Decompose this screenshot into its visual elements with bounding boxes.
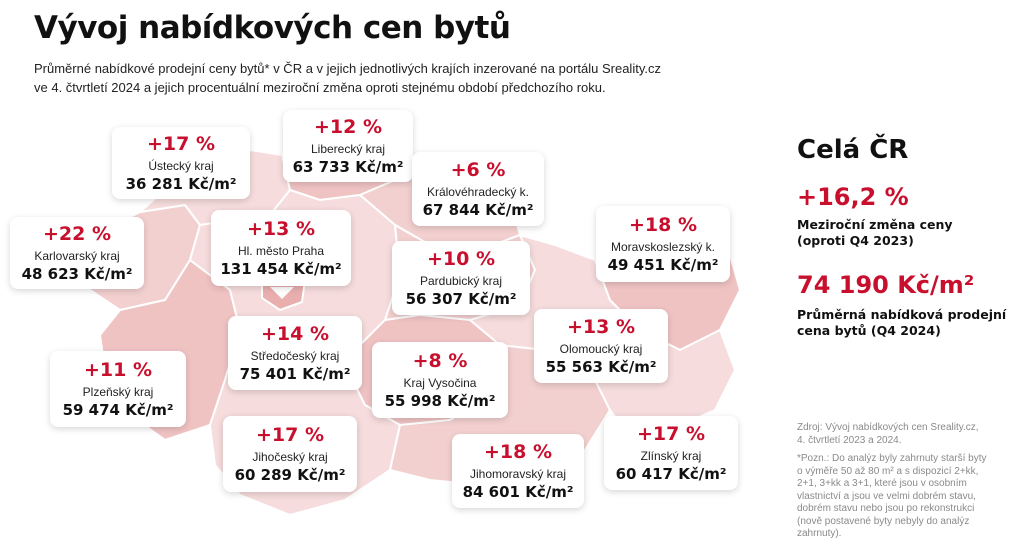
region-card-karlovarsky: +22 % Karlovarský kraj 48 623 Kč/m²: [10, 217, 144, 289]
region-card-praha: +13 % Hl. město Praha 131 454 Kč/m²: [211, 210, 351, 286]
region-card-liberecky: +12 % Liberecký kraj 63 733 Kč/m²: [283, 110, 413, 182]
region-change: +14 %: [260, 323, 329, 345]
region-change: +10 %: [426, 248, 495, 270]
region-card-plzensky: +11 % Plzeňský kraj 59 474 Kč/m²: [50, 351, 186, 427]
summary-price-label-1: Průměrná nabídková prodejní: [797, 307, 1007, 322]
region-change: +13 %: [566, 316, 635, 338]
summary-change-label-1: Meziroční změna ceny: [797, 217, 953, 232]
praha-pointer: [270, 287, 294, 299]
region-price: 56 307 Kč/m²: [405, 290, 517, 308]
summary-price-label-2: cena bytů (Q4 2024): [797, 323, 941, 338]
region-price: 60 417 Kč/m²: [615, 465, 727, 483]
region-card-zlinsky: +17 % Zlínský kraj 60 417 Kč/m²: [604, 416, 738, 490]
region-change: +6 %: [450, 159, 506, 181]
region-name: Plzeňský kraj: [82, 385, 154, 399]
region-price: 49 451 Kč/m²: [607, 256, 719, 274]
footnote-line-2: o výměře 50 až 80 m² a s dispozicí 2+kk,: [797, 465, 979, 477]
footnote-line-3: 2+1, 3+kk a 3+1, které jsou v osobním: [797, 478, 967, 489]
footnote: *Pozn.: Do analýz byly zahrnuty starší b…: [797, 453, 1007, 541]
region-name: Zlínský kraj: [640, 449, 702, 463]
region-price: 131 454 Kč/m²: [220, 260, 342, 278]
region-change: +18 %: [483, 441, 552, 463]
region-name: Olomoucký kraj: [559, 342, 643, 356]
source-note: Zdroj: Vývoj nabídkových cen Sreality.cz…: [797, 422, 1007, 447]
region-card-pardubicky: +10 % Pardubický kraj 56 307 Kč/m²: [392, 241, 530, 315]
region-name: Pardubický kraj: [419, 274, 503, 288]
region-name: Moravskoslezský k.: [610, 240, 716, 254]
region-card-vysocina: +8 % Kraj Vysočina 55 998 Kč/m²: [372, 342, 508, 418]
region-price: 55 998 Kč/m²: [384, 392, 496, 410]
source-line-1: Zdroj: Vývoj nabídkových cen Sreality.cz…: [797, 422, 979, 433]
footnote-line-7: zahrnuty).: [797, 528, 842, 539]
page-subtitle: Průměrné nabídkové prodejní ceny bytů* v…: [34, 59, 754, 97]
footnote-line-5: dobrém stavu nebo jsou po rekonstrukci: [797, 503, 975, 514]
region-change: +17 %: [255, 424, 324, 446]
region-price: 67 844 Kč/m²: [422, 201, 534, 219]
source-line-2: 4. čtvrtletí 2023 a 2024.: [797, 434, 902, 446]
region-change: +17 %: [636, 423, 705, 445]
region-card-olomoucky: +13 % Olomoucký kraj 55 563 Kč/m²: [534, 309, 668, 383]
summary-panel: Celá ČR +16,2 % Meziroční změna ceny (op…: [797, 135, 1007, 339]
footnote-line-1: *Pozn.: Do analýz byly zahrnuty starší b…: [797, 453, 987, 464]
region-change: +17 %: [146, 133, 215, 155]
region-card-kralovehradecky: +6 % Královéhradecký k. 67 844 Kč/m²: [412, 152, 544, 226]
summary-title: Celá ČR: [797, 135, 909, 165]
region-change: +22 %: [42, 223, 111, 245]
region-name: Jihočeský kraj: [252, 450, 328, 464]
region-card-jihomoravsky: +18 % Jihomoravský kraj 84 601 Kč/m²: [452, 434, 584, 508]
region-name: Jihomoravský kraj: [469, 467, 567, 481]
region-price: 59 474 Kč/m²: [62, 401, 174, 419]
region-price: 75 401 Kč/m²: [239, 365, 351, 383]
summary-price: 74 190 Kč/m²: [797, 271, 975, 299]
region-change: +8 %: [412, 350, 468, 372]
region-card-moravskoslezsky: +18 % Moravskoslezský k. 49 451 Kč/m²: [596, 206, 730, 282]
region-name: Kraj Vysočina: [403, 376, 477, 390]
region-price: 48 623 Kč/m²: [21, 265, 133, 283]
region-change: +18 %: [628, 214, 697, 236]
region-price: 36 281 Kč/m²: [125, 175, 237, 193]
footnote-line-4: vlastnictví a jsou ve velmi dobrém stavu…: [797, 490, 976, 502]
region-name: Liberecký kraj: [310, 142, 386, 156]
region-price: 60 289 Kč/m²: [234, 466, 346, 484]
region-price: 84 601 Kč/m²: [462, 483, 574, 501]
region-card-ustecky: +17 % Ústecký kraj 36 281 Kč/m²: [112, 127, 250, 199]
region-change: +12 %: [313, 116, 382, 138]
region-name: Ústecký kraj: [148, 159, 214, 173]
footnote-line-6: (nově postavené byty nebyly do analýz: [797, 515, 970, 527]
subtitle-line-2: ve 4. čtvrtletí 2024 a jejich procentuál…: [34, 80, 606, 95]
region-change: +11 %: [83, 359, 152, 381]
summary-change-label-2: (oproti Q4 2023): [797, 233, 914, 248]
region-card-jihocesky: +17 % Jihočeský kraj 60 289 Kč/m²: [223, 416, 357, 492]
region-card-stredocesky: +14 % Středočeský kraj 75 401 Kč/m²: [228, 316, 362, 390]
page-title: Vývoj nabídkových cen bytů: [34, 10, 511, 46]
summary-change: +16,2 %: [797, 183, 909, 211]
region-name: Středočeský kraj: [250, 349, 340, 363]
region-price: 63 733 Kč/m²: [292, 158, 404, 176]
region-name: Hl. město Praha: [237, 244, 325, 258]
region-name: Královéhradecký k.: [426, 185, 530, 199]
subtitle-line-1: Průměrné nabídkové prodejní ceny bytů* v…: [34, 61, 661, 76]
summary-price-label: Průměrná nabídková prodejní cena bytů (Q…: [797, 307, 1007, 339]
region-price: 55 563 Kč/m²: [545, 358, 657, 376]
region-name: Karlovarský kraj: [34, 249, 120, 263]
region-change: +13 %: [246, 218, 315, 240]
summary-change-label: Meziroční změna ceny (oproti Q4 2023): [797, 217, 1007, 249]
